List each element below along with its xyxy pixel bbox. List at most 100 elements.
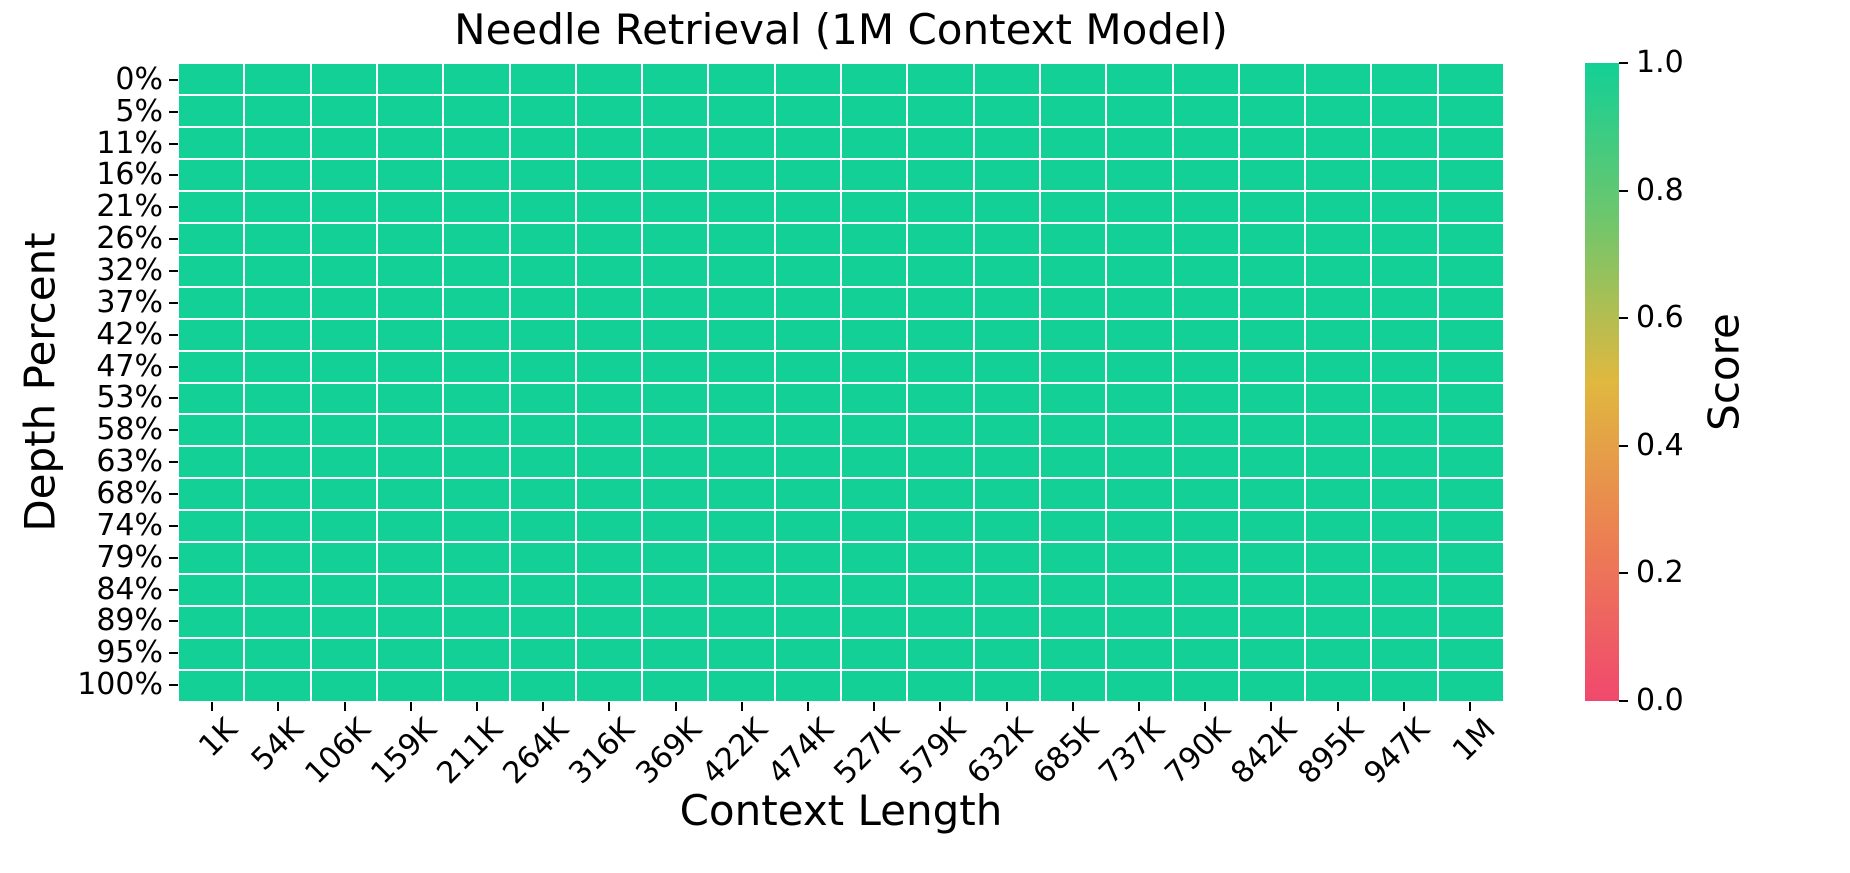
heatmap-cell	[179, 191, 244, 222]
y-tick-mark	[169, 78, 178, 81]
heatmap-cell	[709, 639, 774, 670]
heatmap-cell	[775, 671, 840, 701]
heatmap-cell	[709, 191, 774, 222]
heatmap-cell	[1040, 575, 1106, 606]
heatmap-cell	[245, 191, 310, 222]
colorbar-tick-label: 1.0	[1636, 45, 1684, 80]
heatmap-cell	[311, 383, 376, 414]
heatmap-cell	[709, 479, 774, 510]
heatmap-cell	[245, 543, 310, 574]
heatmap-cell	[245, 447, 310, 478]
heatmap-cell	[179, 383, 244, 414]
heatmap-cell	[842, 351, 907, 382]
heatmap-cell	[709, 607, 774, 638]
heatmap-cell	[510, 319, 575, 350]
heatmap-grid	[179, 64, 1503, 701]
heatmap-cell	[444, 511, 509, 542]
heatmap-cell	[510, 159, 575, 190]
heatmap-cell	[709, 511, 774, 542]
x-tick-label: 211K	[430, 711, 510, 792]
heatmap-cell	[444, 671, 509, 701]
heatmap-cell	[377, 287, 443, 318]
heatmap-cell	[1372, 479, 1437, 510]
heatmap-cell	[311, 255, 376, 286]
heatmap-cell	[974, 671, 1039, 701]
heatmap-cell	[1040, 543, 1106, 574]
heatmap-cell	[377, 159, 443, 190]
heatmap-cell	[709, 95, 774, 126]
heatmap-cell	[908, 223, 973, 254]
y-tick-label: 84%	[96, 571, 163, 607]
heatmap-cell	[1173, 351, 1238, 382]
y-tick-label: 100%	[77, 667, 163, 703]
heatmap-cell	[1372, 415, 1437, 446]
heatmap-cell	[1438, 671, 1503, 701]
heatmap-cell	[1107, 191, 1172, 222]
heatmap-cell	[576, 671, 642, 701]
heatmap-cell	[576, 511, 642, 542]
heatmap-cell	[1239, 95, 1305, 126]
heatmap-cell	[775, 511, 840, 542]
heatmap-cell	[311, 607, 376, 638]
heatmap-cell	[1372, 543, 1437, 574]
heatmap-cell	[1372, 255, 1437, 286]
heatmap-cell	[510, 191, 575, 222]
heatmap-cell	[510, 64, 575, 94]
heatmap-cell	[908, 64, 973, 94]
heatmap-cell	[974, 383, 1039, 414]
heatmap-cell	[908, 447, 973, 478]
heatmap-cell	[245, 95, 310, 126]
y-tick-label: 74%	[96, 507, 163, 543]
y-tick-mark	[169, 365, 178, 368]
heatmap-cell	[311, 671, 376, 701]
heatmap-cell	[1107, 415, 1172, 446]
y-tick-label: 11%	[96, 125, 163, 161]
heatmap-cell	[179, 479, 244, 510]
heatmap-cell	[1372, 319, 1437, 350]
heatmap-cell	[510, 447, 575, 478]
heatmap-cell	[842, 255, 907, 286]
heatmap-cell	[311, 191, 376, 222]
heatmap-cell	[1306, 127, 1371, 158]
heatmap-cell	[1239, 191, 1305, 222]
heatmap-cell	[643, 95, 708, 126]
heatmap-cell	[908, 543, 973, 574]
heatmap-cell	[1438, 159, 1503, 190]
heatmap-cell	[1438, 191, 1503, 222]
heatmap-cell	[775, 639, 840, 670]
heatmap-cell	[643, 159, 708, 190]
heatmap-cell	[1173, 383, 1238, 414]
heatmap-cell	[1173, 159, 1238, 190]
heatmap-cell	[974, 479, 1039, 510]
heatmap-cell	[377, 447, 443, 478]
heatmap-cell	[510, 351, 575, 382]
y-tick-label: 53%	[96, 380, 163, 416]
heatmap-cell	[311, 415, 376, 446]
heatmap-cell	[775, 447, 840, 478]
heatmap-cell	[908, 575, 973, 606]
y-tick-mark	[169, 397, 178, 400]
heatmap-cell	[245, 223, 310, 254]
heatmap-cell	[709, 543, 774, 574]
heatmap-cell	[377, 127, 443, 158]
heatmap-cell	[1306, 191, 1371, 222]
heatmap-cell	[444, 415, 509, 446]
heatmap-cell	[576, 479, 642, 510]
y-tick-mark	[169, 461, 178, 464]
heatmap-cell	[842, 64, 907, 94]
heatmap-cell	[576, 255, 642, 286]
heatmap-cell	[444, 447, 509, 478]
y-tick-mark	[169, 270, 178, 273]
heatmap-cell	[576, 447, 642, 478]
heatmap-cell	[377, 191, 443, 222]
heatmap-cell	[1306, 575, 1371, 606]
heatmap-cell	[1306, 159, 1371, 190]
heatmap-cell	[1372, 64, 1437, 94]
heatmap-cell	[1239, 607, 1305, 638]
heatmap-cell	[377, 255, 443, 286]
heatmap-cell	[1040, 447, 1106, 478]
heatmap-cell	[444, 319, 509, 350]
heatmap-cell	[1438, 319, 1503, 350]
heatmap-cell	[1107, 447, 1172, 478]
heatmap-cell	[775, 319, 840, 350]
